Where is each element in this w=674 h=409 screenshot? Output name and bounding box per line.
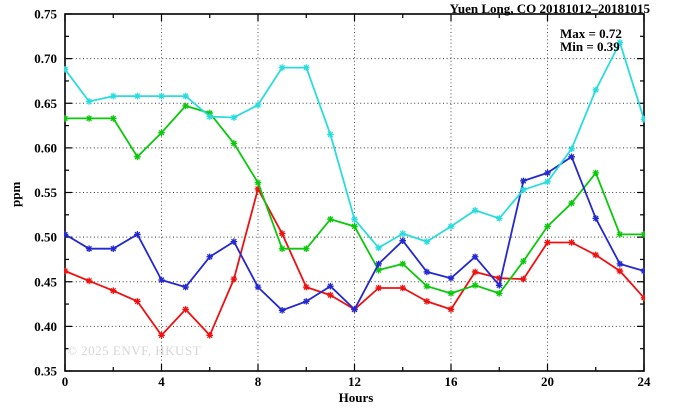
series-green-markers: [64, 102, 645, 297]
x-tick-label: 12: [348, 374, 361, 389]
series-green: [64, 102, 645, 297]
y-tick-label: 0.70: [34, 51, 57, 66]
min-annotation: Min = 0.39: [560, 39, 620, 54]
chart-title: Yuen Long, CO 20181012–20181015: [449, 1, 650, 16]
series-blue-markers: [64, 153, 645, 314]
y-tick-label: 0.55: [34, 185, 57, 200]
series-blue: [64, 153, 645, 314]
y-tick-label: 0.45: [34, 274, 57, 289]
series-cyan-markers: [64, 39, 645, 252]
y-tick-label: 0.40: [34, 319, 57, 334]
watermark: © 2025 ENVF, HKUST: [67, 343, 202, 358]
x-axis-label: Hours: [338, 390, 374, 405]
series-green-line: [65, 105, 644, 295]
max-annotation: Max = 0.72: [560, 26, 622, 41]
y-tick-label: 0.75: [34, 7, 57, 22]
y-tick-label: 0.65: [34, 96, 57, 111]
series-cyan: [64, 39, 645, 252]
series-red-markers: [64, 185, 645, 339]
y-tick-label: 0.60: [34, 140, 57, 155]
x-tick-label: 16: [445, 374, 459, 389]
x-tick-label: 8: [255, 374, 262, 389]
x-tick-label: 0: [62, 374, 69, 389]
y-tick-label: 0.35: [34, 364, 57, 379]
tick-labels: 0.35 0.40 0.45 0.50 0.55 0.60 0.65 0.70 0.75 0 4 8 1…: [34, 7, 651, 390]
stats-annotation: Max = 0.72 Min = 0.39: [560, 27, 622, 53]
plot-border: [64, 13, 645, 372]
gridlines: [65, 14, 644, 371]
axis-ticks: [64, 13, 645, 372]
y-axis-label: ppm: [8, 181, 23, 207]
x-tick-label: 4: [158, 374, 165, 389]
x-tick-label: 20: [541, 374, 554, 389]
x-tick-label: 24: [638, 374, 652, 389]
y-tick-label: 0.50: [34, 230, 57, 245]
